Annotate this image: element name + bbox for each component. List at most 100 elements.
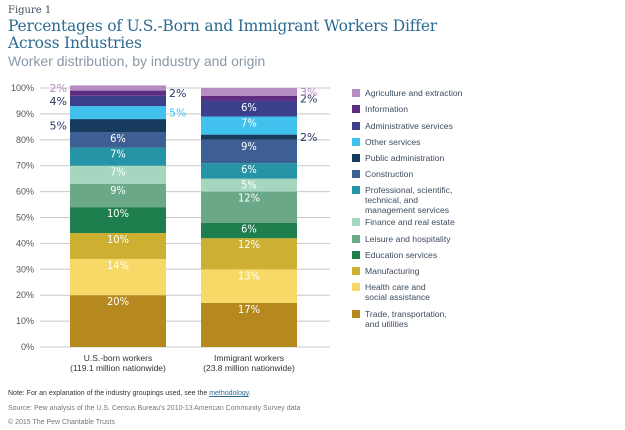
data-label: 7%: [110, 166, 126, 179]
data-label: 2%: [300, 92, 317, 105]
legend-swatch: [352, 138, 360, 146]
legend-item: Construction: [352, 169, 413, 179]
data-label: 6%: [241, 223, 257, 236]
y-tick-label: 90%: [16, 109, 34, 119]
bar-segment: [201, 163, 297, 179]
y-tick-label: 20%: [16, 290, 34, 300]
y-tick-label: 10%: [16, 316, 34, 326]
note-text: Note: For an explanation of the industry…: [8, 390, 210, 397]
legend-swatch: [352, 89, 360, 97]
bar-segment: [70, 258, 166, 296]
bar-segment: [201, 95, 297, 101]
bar-segment: [201, 269, 297, 303]
bar-segment: [70, 90, 166, 96]
note-suffix: .: [248, 390, 251, 397]
data-label: 12%: [238, 238, 260, 251]
data-label: 7%: [110, 148, 126, 161]
x-category-sublabel: (119.1 million nationwide): [70, 363, 166, 373]
data-label: 6%: [241, 163, 257, 176]
legend-item: Administrative services: [352, 121, 453, 131]
figure-label: Figure 1: [8, 5, 52, 16]
source-note: Source: Pew analysis of the U.S. Census …: [8, 405, 301, 412]
bar-segment: [70, 85, 166, 91]
bar-segment: [70, 165, 166, 184]
bar-segment: [70, 106, 166, 120]
data-label: 10%: [107, 207, 129, 220]
legend-swatch: [352, 154, 360, 162]
x-category-sublabel: (23.8 million nationwide): [203, 363, 295, 373]
legend-item: Other services: [352, 137, 420, 147]
data-label: 13%: [238, 269, 260, 282]
footnote: Note: For an explanation of the industry…: [8, 390, 251, 397]
bar-segment: [70, 183, 166, 208]
copyright: © 2015 The Pew Charitable Trusts: [8, 419, 115, 426]
data-label: 6%: [241, 101, 257, 114]
x-category-label: U.S.-born workers: [84, 353, 153, 363]
legend-label: Construction: [365, 169, 414, 179]
legend-label: Trade, transportation, and utilities: [365, 309, 447, 329]
methodology-link[interactable]: methodology: [209, 390, 249, 397]
bar-segment: [201, 191, 297, 223]
data-label: 7%: [241, 116, 257, 129]
legend-item: Agriculture and extraction: [352, 88, 462, 98]
bar-segment: [201, 139, 297, 164]
bar-segment: [201, 178, 297, 192]
legend-swatch: [352, 267, 360, 275]
legend-item: Professional, scientific, technical, and m…: [352, 185, 452, 215]
bar-segment: [201, 238, 297, 270]
bar-segment: [201, 116, 297, 135]
legend-label: Other services: [365, 137, 421, 147]
y-tick-label: 40%: [16, 238, 34, 248]
legend-swatch: [352, 170, 360, 178]
chart-title: Percentages of U.S.-Born and Immigrant W…: [8, 17, 438, 52]
bar-segment: [70, 295, 166, 347]
data-label: 17%: [238, 303, 260, 316]
bar-segment: [201, 100, 297, 117]
bar-segment: [70, 119, 166, 133]
legend-swatch: [352, 186, 360, 194]
legend-item: Finance and real estate: [352, 217, 455, 227]
legend-label: Agriculture and extraction: [365, 88, 463, 98]
bar-segment: [70, 147, 166, 166]
y-tick-label: 50%: [16, 213, 34, 223]
data-label: 5%: [50, 120, 67, 133]
legend-item: Public administration: [352, 153, 444, 163]
legend-swatch: [352, 122, 360, 130]
legend-swatch: [352, 235, 360, 243]
data-label: 2%: [50, 82, 67, 95]
x-category-label: Immigrant workers: [214, 353, 284, 363]
legend-label: Professional, scientific, technical, and m…: [365, 185, 453, 215]
chart-subtitle: Worker distribution, by industry and ori…: [8, 53, 266, 69]
data-label: 4%: [50, 95, 67, 108]
data-label: 20%: [107, 295, 129, 308]
data-label: 12%: [238, 192, 260, 205]
data-label: 14%: [107, 259, 129, 272]
y-tick-label: 60%: [16, 187, 34, 197]
bar-segment: [201, 134, 297, 140]
legend-label: Leisure and hospitality: [365, 234, 451, 244]
data-label: 3%: [300, 86, 317, 99]
data-label: 2%: [169, 87, 186, 100]
legend-item: Manufacturing: [352, 266, 419, 276]
bar-segment: [70, 207, 166, 234]
legend-swatch: [352, 310, 360, 318]
legend-item: Information: [352, 104, 408, 114]
data-label: 9%: [110, 184, 126, 197]
y-tick-label: 30%: [16, 264, 34, 274]
bar-segment: [70, 233, 166, 259]
legend-label: Manufacturing: [365, 266, 420, 276]
legend-item: Trade, transportation, and utilities: [352, 309, 447, 329]
bar-segment: [201, 222, 297, 239]
legend-swatch: [352, 283, 360, 291]
bar-segment: [70, 95, 166, 107]
data-label: 6%: [110, 132, 126, 145]
legend-label: Administrative services: [365, 121, 453, 131]
y-tick-label: 0%: [21, 342, 34, 352]
data-label: 10%: [107, 233, 129, 246]
legend-item: Leisure and hospitality: [352, 234, 451, 244]
bar-segment: [201, 88, 297, 96]
y-tick-label: 70%: [16, 161, 34, 171]
legend-label: Public administration: [365, 153, 445, 163]
legend-swatch: [352, 105, 360, 113]
legend-item: Health care and social assistance: [352, 282, 430, 302]
